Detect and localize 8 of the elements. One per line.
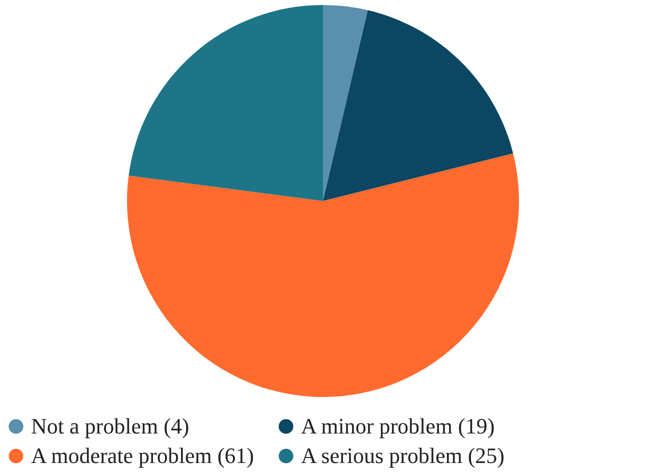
pie-slice xyxy=(128,5,323,201)
pie-slice xyxy=(323,5,368,201)
legend-label: A serious problem (25) xyxy=(301,443,504,468)
legend-label: A moderate problem (61) xyxy=(31,443,254,468)
pie-slice xyxy=(127,153,519,397)
legend-label: Not a problem (4) xyxy=(31,413,190,438)
pie-slice xyxy=(323,10,514,201)
legend-label: A minor problem (19) xyxy=(301,413,495,438)
